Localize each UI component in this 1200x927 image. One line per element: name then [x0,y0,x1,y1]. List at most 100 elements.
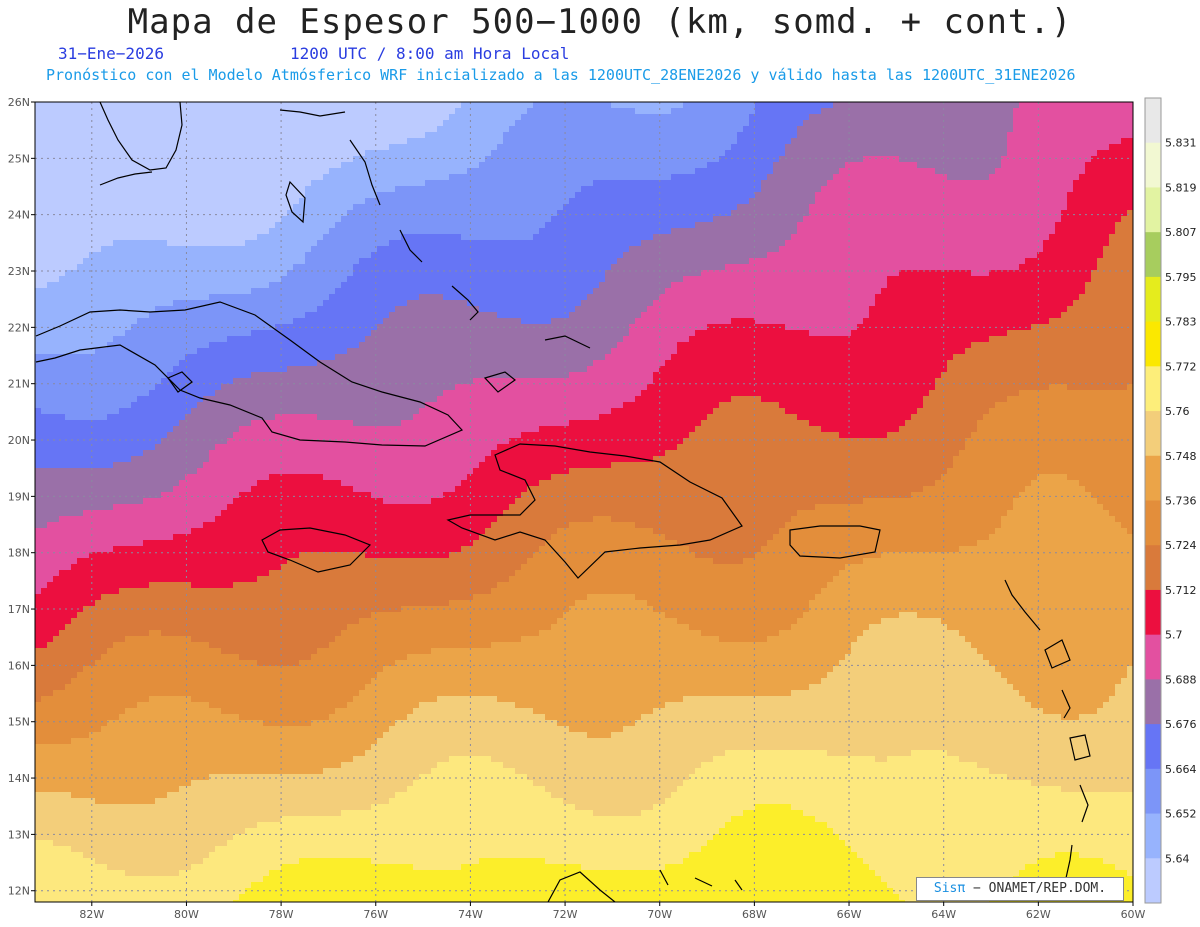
thickness-band-cell [641,810,744,817]
thickness-band-cell [53,636,126,643]
thickness-band-cell [35,402,132,409]
thickness-band-cell [359,618,558,625]
thickness-band-cell [35,726,102,733]
thickness-band-cell [539,228,672,235]
colorbar-swatch [1145,142,1161,188]
thickness-band-cell [377,738,1133,745]
thickness-band-cell [467,168,696,175]
thickness-band-cell [413,708,534,715]
thickness-band-cell [419,294,444,301]
thickness-band-cell [83,606,402,613]
thickness-band-cell [41,696,150,703]
colorbar-label: 5.795 [1165,271,1197,284]
lat-label: 13N [8,828,30,841]
colorbar-label: 5.819 [1165,181,1197,194]
thickness-band-cell [167,240,246,247]
thickness-band-cell [35,750,366,757]
thickness-band-cell [473,468,570,475]
thickness-band-cell [863,318,1050,325]
thickness-band-cell [35,630,60,637]
thickness-band-cell [653,456,954,463]
thickness-band-cell [95,858,204,865]
thickness-band-cell [611,102,684,109]
thickness-band-cell [677,618,798,625]
thickness-band-cell [665,702,1032,709]
thickness-band-cell [35,228,270,235]
thickness-band-cell [317,414,414,421]
thickness-band-cell [635,720,1133,727]
thickness-band-cell [821,108,1014,115]
thickness-band-cell [35,486,174,493]
thickness-band-cell [473,378,654,385]
thickness-band-cell [509,126,744,133]
thickness-band-cell [35,366,174,373]
thickness-band-cell [671,228,798,235]
thickness-band-cell [35,126,438,133]
thickness-band-cell [35,804,372,811]
thickness-band-cell [599,282,672,289]
thickness-band-cell [35,798,96,805]
lat-label: 19N [8,490,30,503]
thickness-band-cell [473,594,588,601]
thickness-band-cell [323,474,468,481]
thickness-band-cell [1103,246,1133,253]
thickness-band-cell [281,564,522,571]
thickness-band-cell [335,354,606,361]
thickness-band-cell [239,492,372,499]
thickness-band-cell [35,864,108,871]
thickness-band-cell [731,318,756,325]
thickness-band-cell [359,258,618,265]
thickness-band-cell [749,198,816,205]
thickness-band-cell [569,420,702,427]
thickness-band-cell [209,342,360,349]
thickness-band-cell [785,240,1044,247]
thickness-band-cell [941,372,1133,379]
thickness-band-cell [815,198,1068,205]
thickness-band-cell [425,180,594,187]
thickness-band-cell [1037,474,1068,481]
thickness-band-cell [425,132,504,139]
thickness-band-cell [989,270,1092,277]
thickness-band-cell [77,558,288,565]
thickness-band-cell [1115,864,1133,871]
thickness-band-cell [677,540,768,547]
thickness-band-cell [845,654,984,661]
thickness-band-cell [569,522,636,529]
thickness-band-cell [1007,150,1098,157]
thickness-band-cell [281,216,342,223]
thickness-band-cell [659,294,876,301]
thickness-band-cell [905,900,990,902]
thickness-band-cell [281,816,732,823]
thickness-band-cell [35,576,54,583]
thickness-band-cell [1067,204,1133,211]
thickness-band-cell [443,294,588,301]
thickness-band-cell [1013,126,1133,133]
thickness-band-cell [797,222,1056,229]
thickness-band-cell [539,480,936,487]
thickness-band-cell [707,414,798,421]
thickness-band-cell [845,564,1133,571]
coast-eleuthera [349,139,381,206]
thickness-band-cell [569,198,750,205]
thickness-band-cell [749,120,804,127]
thickness-band-cell [677,342,972,349]
thickness-band-cell [179,480,258,487]
thickness-band-cell [389,240,642,247]
thickness-band-cell [35,396,138,403]
thickness-band-cell [533,234,654,241]
thickness-band-cell [47,642,114,649]
thickness-band-cell [65,684,366,691]
thickness-band-cell [35,678,72,685]
thickness-band-cell [737,138,792,145]
thickness-band-cell [209,450,492,457]
thickness-band-cell [35,132,426,139]
coast-acklins [451,285,479,321]
thickness-band-cell [677,348,966,355]
thickness-band-cell [827,582,1133,589]
thickness-band-cell [989,768,1133,775]
thickness-band-cell [35,438,162,445]
thickness-band-cell [725,822,828,829]
coast-andros [285,180,306,224]
thickness-band-cell [683,780,1032,787]
thickness-band-cell [491,522,570,529]
